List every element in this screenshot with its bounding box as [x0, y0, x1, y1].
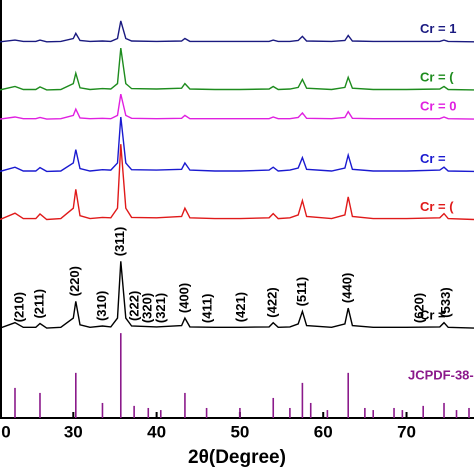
legend-label: Cr = ( [420, 69, 454, 84]
peak-label: (411) [200, 293, 215, 323]
x-tick-label: 60 [314, 422, 333, 441]
peak-label: (210) [11, 292, 26, 322]
peak-label: (533) [438, 287, 453, 317]
x-tick-label: 50 [230, 422, 249, 441]
legend-label: Cr = 0 [420, 99, 457, 114]
peak-label: (421) [233, 292, 248, 322]
series-line [0, 20, 474, 43]
peak-label: (320) [140, 293, 155, 323]
peak-label: (220) [67, 266, 82, 296]
legend-label: Cr = [420, 308, 446, 323]
peak-label: (310) [94, 291, 109, 321]
peak-label: (422) [265, 287, 280, 317]
x-axis-label: 2θ(Degree) [188, 447, 286, 468]
peak-label: (400) [176, 283, 191, 313]
peak-label: (211) [31, 289, 46, 319]
peak-label: (620) [411, 293, 426, 323]
peak-label: (222) [126, 291, 141, 321]
peak-label: (321) [153, 293, 168, 323]
x-tick-label: 0 [1, 422, 10, 441]
series-line [0, 48, 474, 91]
legend-label: Cr = ( [420, 199, 454, 214]
legend-label: Cr = [420, 151, 446, 166]
legend-label: Cr = 1 [420, 21, 457, 36]
series-line [0, 93, 474, 120]
x-tick-label: 70 [397, 422, 416, 441]
series-line [0, 144, 474, 221]
series-line [0, 116, 474, 173]
x-tick-label: 40 [147, 422, 166, 441]
peak-label: (440) [340, 273, 355, 303]
series-line [0, 261, 474, 329]
x-tick-label: 30 [64, 422, 83, 441]
peak-label: (511) [294, 277, 309, 307]
peak-label: (311) [112, 227, 127, 257]
reference-label: JCPDF-38-02 [408, 367, 474, 382]
